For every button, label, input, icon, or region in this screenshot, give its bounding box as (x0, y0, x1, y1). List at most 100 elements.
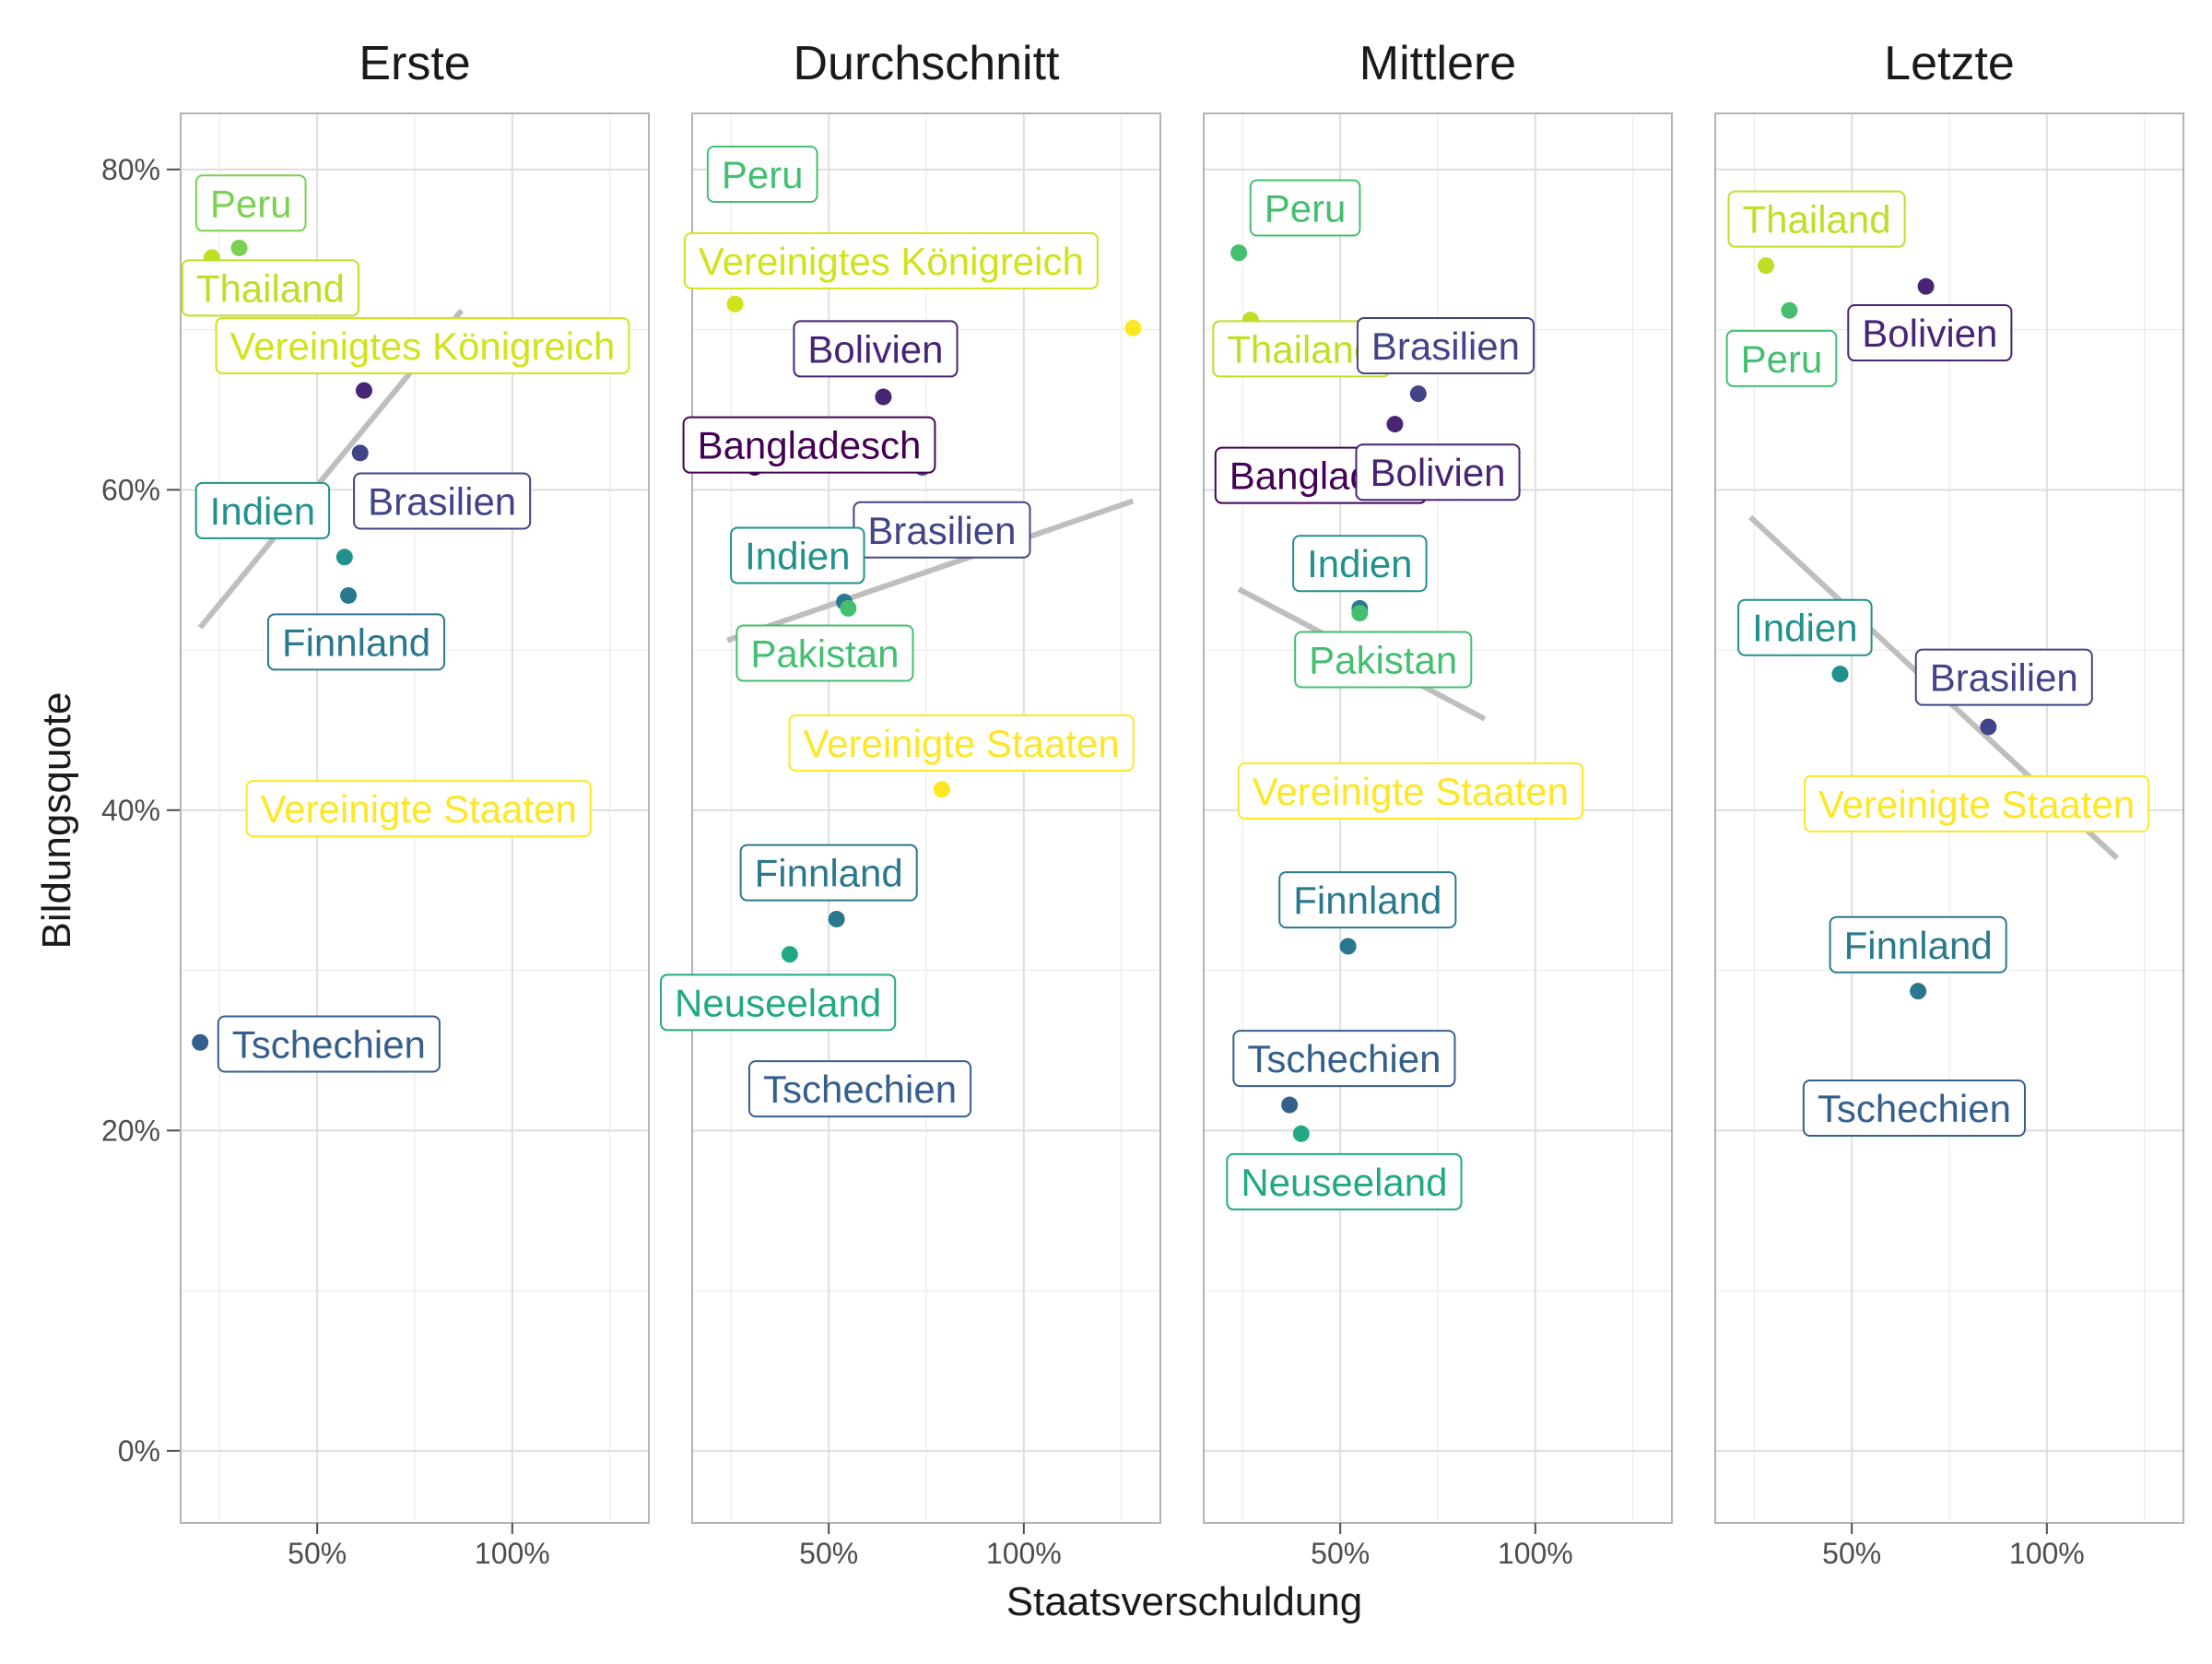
panel-title: Durchschnitt (794, 37, 1061, 90)
label-text: Peru (1741, 337, 1823, 381)
point-label: Indien (194, 481, 331, 539)
label-text: Finnland (1293, 879, 1441, 922)
label-text: Thailand (196, 266, 345, 310)
label-box (1737, 598, 1873, 656)
data-point (1917, 277, 1935, 295)
label-text: Peru (722, 153, 804, 196)
x-tick-label: 50% (288, 1537, 347, 1570)
panel-0: Erste 50% 100% Peru Thailand Vereinigtes Köni… (180, 37, 650, 1570)
label-text: Bolivien (807, 327, 943, 371)
label-text: Neuseeland (675, 981, 881, 1024)
label-box (1725, 329, 1838, 387)
label-box (1829, 915, 2007, 974)
data-point (355, 382, 372, 399)
panels-layer: 0% 20% 40% 60% 80% Erste 50% 100% Peru Thailand Ve… (101, 37, 2184, 1570)
label-text: Bolivien (1862, 312, 1997, 355)
point-label: Neuseeland (660, 974, 897, 1032)
point-label: Indien (1737, 598, 1873, 656)
label-box (706, 146, 818, 204)
data-point (1910, 983, 1927, 1000)
data-point (1758, 257, 1775, 275)
point-label: Brasilien (353, 472, 532, 530)
label-text: Vereinigtes Königreich (699, 240, 1084, 283)
label-text: Indien (745, 535, 850, 578)
label-box (266, 613, 446, 671)
data-point (335, 549, 353, 566)
point-label: Finnland (739, 844, 918, 902)
label-box (730, 526, 865, 584)
panel-title: Letzte (1884, 37, 2015, 90)
label-box (194, 174, 307, 232)
y-tick-label: 0% (118, 1434, 160, 1468)
point-label: Bangladesch (682, 416, 936, 474)
panel-1: Durchschnitt 50% 100% Peru Vereinigtes König… (660, 37, 1161, 1570)
point-label: Thailand (181, 259, 359, 317)
point-label: Tschechien (747, 1060, 972, 1118)
axis-titles: Staatsverschuldung Bildungsquote (34, 692, 1362, 1624)
data-point (1781, 301, 1798, 319)
label-text: Brasilien (1930, 656, 2078, 700)
label-box (1727, 190, 1906, 248)
label-box (1355, 443, 1521, 502)
label-text: Finnland (1844, 924, 1993, 967)
data-point (1980, 718, 1997, 736)
data-point (340, 586, 358, 604)
label-box (1802, 1079, 2026, 1137)
label-text: Vereinigtes Königreich (229, 325, 615, 368)
label-box (1278, 871, 1457, 929)
data-point (726, 295, 744, 313)
label-text: Tschechien (1247, 1037, 1441, 1080)
point-label: Bolivien (1847, 304, 2013, 362)
data-point (840, 599, 857, 617)
label-text: Bolivien (1370, 451, 1505, 494)
label-text: Indien (1752, 607, 1857, 650)
label-box (245, 780, 592, 838)
label-text: Pakistan (750, 632, 899, 676)
point-label: Vereinigte Staaten (788, 714, 1135, 772)
point-label: Vereinigtes Königreich (683, 231, 1099, 289)
panel-title: Mittlere (1359, 37, 1516, 90)
label-box (1914, 648, 2093, 706)
label-box (793, 320, 959, 378)
point-label: Pakistan (1294, 631, 1473, 689)
label-box (735, 624, 914, 682)
x-axis-title: Staatsverschuldung (1006, 1579, 1362, 1624)
point-label: Finnland (266, 613, 446, 671)
data-point (1831, 666, 1849, 683)
label-text: Vereinigte Staaten (1253, 770, 1569, 813)
label-box (1237, 761, 1583, 820)
x-tick-label: 100% (1498, 1537, 1573, 1570)
point-label: Vereinigte Staaten (1237, 761, 1583, 820)
label-text: Indien (210, 490, 315, 533)
point-label: Neuseeland (1226, 1152, 1463, 1210)
data-point (1124, 319, 1142, 336)
label-box (788, 714, 1135, 772)
y-tick-label: 60% (101, 473, 160, 506)
panel-border (691, 112, 1161, 1524)
point-label: Tschechien (1802, 1079, 2026, 1137)
point-label: Vereinigte Staaten (1804, 774, 2150, 832)
y-tick-label: 80% (101, 153, 160, 186)
point-label: Thailand (1212, 320, 1391, 378)
label-text: Pakistan (1309, 638, 1457, 681)
panel-border (180, 112, 650, 1524)
data-point (1409, 385, 1427, 403)
label-box (739, 844, 918, 902)
point-label: Tschechien (1232, 1030, 1456, 1088)
label-box (747, 1060, 972, 1118)
label-box (1249, 179, 1361, 237)
label-box (1226, 1152, 1463, 1210)
data-point (230, 239, 248, 256)
point-label: Peru (706, 146, 818, 204)
point-label: Vereinigtes Königreich (215, 316, 630, 374)
label-text: Peru (1265, 187, 1347, 230)
point-label: Brasilien (1914, 648, 2093, 706)
label-box (682, 416, 936, 474)
point-label: Bolivien (1355, 443, 1521, 502)
label-box (1356, 316, 1535, 374)
label-box (660, 974, 897, 1032)
label-text: Peru (210, 182, 292, 225)
